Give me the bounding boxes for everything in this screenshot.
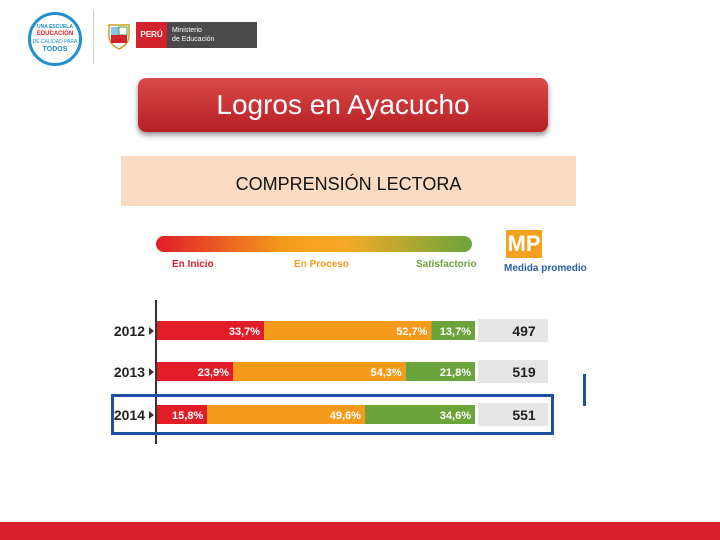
- mp-box-2013: [478, 360, 548, 383]
- performance-scale-bar: [156, 236, 472, 252]
- campaign-logo-line4: TODOS: [42, 46, 68, 53]
- data-label-2012-proceso: 52,7%: [396, 326, 427, 338]
- ministry-line1: Ministerio: [172, 27, 202, 34]
- campaign-logo-line1: UNA ESCUELA: [37, 24, 73, 30]
- data-label-2014-proceso: 49,6%: [330, 410, 361, 422]
- data-label-2013-satisfactorio: 21,8%: [440, 367, 471, 379]
- subtitle-band: COMPRENSIÓN LECTORA: [121, 156, 576, 206]
- bar-2013-inicio: [157, 362, 234, 381]
- mp-value-2014: 551: [512, 407, 536, 423]
- bar-2012-satisfactorio: [431, 321, 475, 340]
- bar-2013-proceso: [233, 362, 406, 381]
- header-divider: [93, 10, 94, 64]
- category-marker-2014: [149, 411, 154, 419]
- data-label-2014-satisfactorio: 34,6%: [440, 410, 471, 422]
- mp-badge: MP: [506, 230, 542, 258]
- mp-label: Medida promedio: [504, 263, 587, 274]
- bar-2012-proceso: [264, 321, 432, 340]
- data-label-2012-inicio: 33,7%: [229, 326, 260, 338]
- category-label-2014: 2014: [114, 407, 145, 423]
- campaign-logo: UNA ESCUELA EDUCACIÓN DE CALIDAD PARA TO…: [28, 12, 82, 66]
- data-label-2012-satisfactorio: 13,7%: [440, 326, 471, 338]
- legend-label-inicio: En Inicio: [172, 259, 214, 270]
- ministry-line2: de Educación: [172, 36, 215, 43]
- data-label-2014-inicio: 15,8%: [172, 410, 203, 422]
- mp-box-2012: [478, 319, 548, 342]
- category-marker-2013: [149, 368, 154, 376]
- mp-value-2012: 497: [512, 323, 536, 339]
- edge-marker: [583, 374, 586, 406]
- ministry-logo: Ministerio de Educación: [167, 22, 257, 48]
- campaign-logo-line3: DE CALIDAD PARA: [32, 39, 78, 45]
- category-label-2013: 2013: [114, 364, 145, 380]
- peru-label: PERÚ: [136, 22, 167, 48]
- bar-2014-inicio: [157, 405, 208, 424]
- bar-2014-proceso: [207, 405, 365, 424]
- bar-2012-inicio: [157, 321, 265, 340]
- page-title: Logros en Ayacucho: [216, 89, 470, 120]
- legend-label-satisfactorio: Satisfactorio: [416, 259, 477, 270]
- chart-subtitle: COMPRENSIÓN LECTORA: [235, 174, 462, 194]
- mp-box-2014: [478, 403, 548, 426]
- category-label-2012: 2012: [114, 323, 145, 339]
- category-marker-2012: [149, 327, 154, 335]
- footer-bar: [0, 522, 720, 540]
- highlight-2014-frame: [111, 394, 554, 435]
- mp-value-2013: 519: [512, 364, 536, 380]
- title-banner: Logros en Ayacucho: [138, 78, 548, 132]
- data-label-2013-inicio: 23,9%: [198, 367, 229, 379]
- bar-2013-satisfactorio: [405, 362, 475, 381]
- data-label-2013-proceso: 54,3%: [370, 367, 401, 379]
- legend-label-proceso: En Proceso: [294, 259, 350, 270]
- bar-2014-satisfactorio: [364, 405, 475, 424]
- coat-of-arms-icon: [108, 24, 130, 50]
- campaign-logo-line2: EDUCACIÓN: [36, 31, 74, 37]
